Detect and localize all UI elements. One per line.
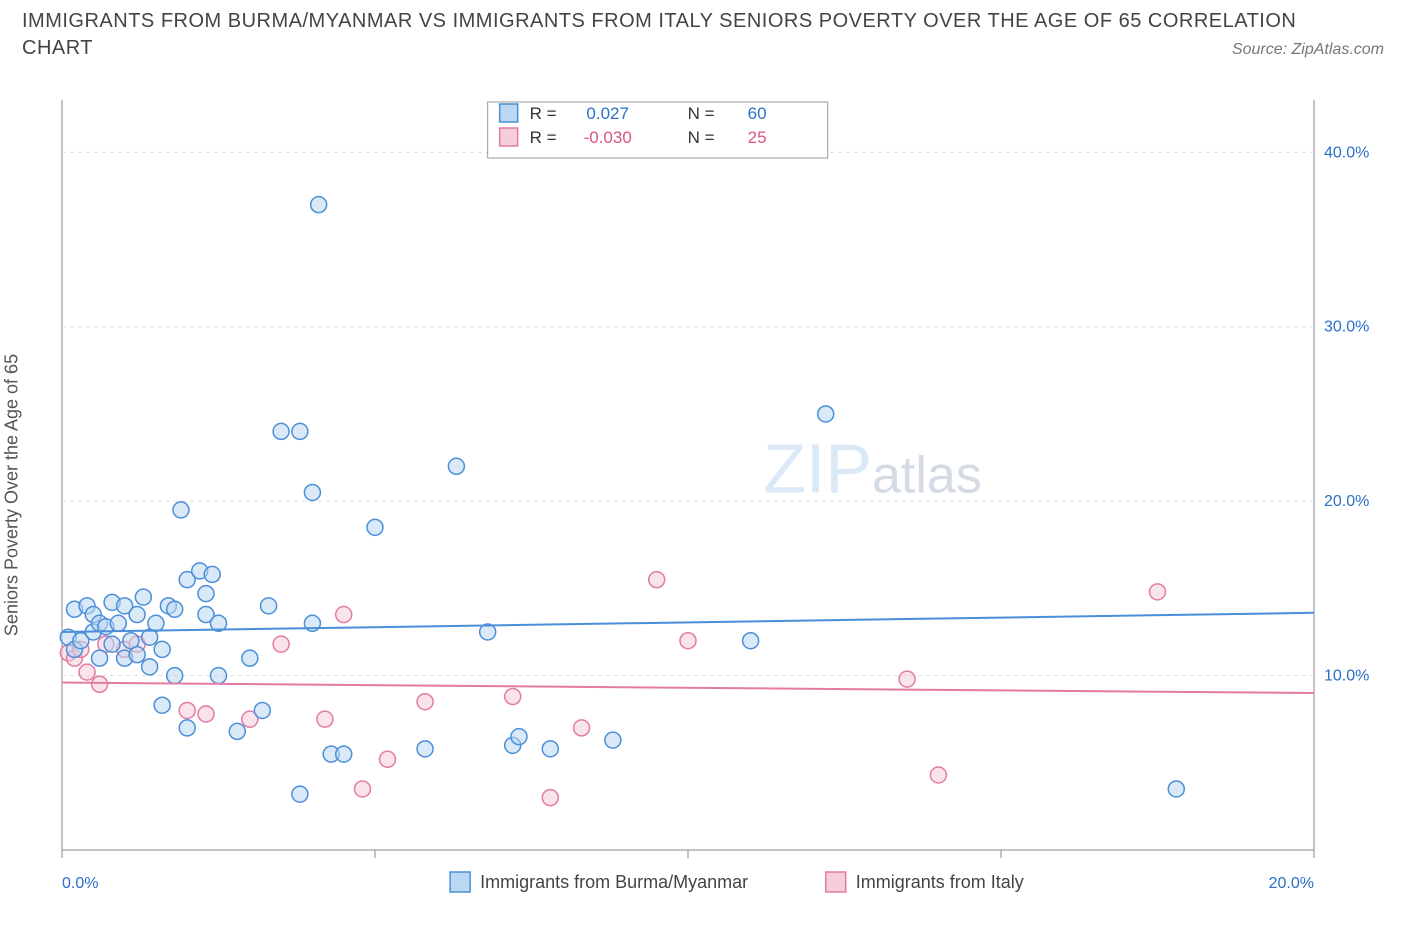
point-burma (304, 484, 320, 500)
point-burma (135, 589, 151, 605)
trend-line-italy (62, 683, 1314, 693)
y-tick-label: 30.0% (1324, 319, 1369, 336)
point-italy (380, 751, 396, 767)
point-burma (242, 650, 258, 666)
point-burma (173, 502, 189, 518)
y-tick-label: 10.0% (1324, 668, 1369, 685)
point-burma (254, 702, 270, 718)
point-italy (649, 572, 665, 588)
point-italy (680, 633, 696, 649)
legend-r-value: -0.030 (584, 128, 632, 147)
point-italy (1150, 584, 1166, 600)
point-burma (818, 406, 834, 422)
legend-n-label: N = (688, 128, 715, 147)
point-burma (448, 458, 464, 474)
point-burma (167, 668, 183, 684)
point-italy (899, 671, 915, 687)
trend-line-burma (62, 613, 1314, 632)
point-burma (417, 741, 433, 757)
point-burma (148, 615, 164, 631)
scatter-chart: 10.0% 20.0% 30.0% 40.0% 0.0% 20.0% ZIPatlas R =… (22, 90, 1384, 900)
point-italy (317, 711, 333, 727)
y-axis-label: Seniors Poverty Over the Age of 65 (2, 354, 23, 636)
point-burma (110, 615, 126, 631)
source-label: Source: ZipAtlas.com (1232, 41, 1384, 59)
point-burma (367, 519, 383, 535)
y-tick-label: 40.0% (1324, 144, 1369, 161)
point-burma (336, 746, 352, 762)
point-italy (273, 636, 289, 652)
point-burma (179, 720, 195, 736)
point-burma (154, 697, 170, 713)
legend-r-label: R = (530, 128, 557, 147)
point-burma (154, 641, 170, 657)
point-burma (229, 723, 245, 739)
point-burma (311, 197, 327, 213)
point-italy (179, 702, 195, 718)
bottom-legend-label-burma: Immigrants from Burma/Myanmar (480, 872, 748, 892)
point-burma (511, 729, 527, 745)
point-burma (542, 741, 558, 757)
point-burma (92, 650, 108, 666)
point-italy (542, 790, 558, 806)
point-burma (743, 633, 759, 649)
chart-title-line2: CHART (22, 37, 93, 60)
legend-swatch (500, 128, 518, 146)
point-italy (92, 676, 108, 692)
point-burma (129, 647, 145, 663)
watermark: ZIPatlas (763, 429, 982, 507)
point-italy (198, 706, 214, 722)
legend-swatch (500, 104, 518, 122)
legend-r-value: 0.027 (586, 104, 629, 123)
point-italy (505, 689, 521, 705)
legend-n-value: 25 (748, 128, 767, 147)
bottom-legend-swatch-burma (450, 872, 470, 892)
point-italy (336, 607, 352, 623)
y-tick-label: 20.0% (1324, 493, 1369, 510)
point-burma (142, 659, 158, 675)
legend-r-label: R = (530, 104, 557, 123)
point-italy (417, 694, 433, 710)
point-burma (292, 786, 308, 802)
plot-area: Seniors Poverty Over the Age of 65 10.0%… (22, 90, 1384, 900)
legend-n-value: 60 (748, 104, 767, 123)
point-burma (104, 636, 120, 652)
point-burma (292, 423, 308, 439)
bottom-legend-label-italy: Immigrants from Italy (856, 872, 1024, 892)
point-burma (605, 732, 621, 748)
point-burma (1168, 781, 1184, 797)
point-burma (129, 607, 145, 623)
point-burma (198, 586, 214, 602)
point-burma (261, 598, 277, 614)
x-tick-label: 20.0% (1269, 875, 1314, 892)
chart-title-line1: IMMIGRANTS FROM BURMA/MYANMAR VS IMMIGRA… (22, 10, 1296, 32)
point-italy (930, 767, 946, 783)
point-burma (273, 423, 289, 439)
point-italy (79, 664, 95, 680)
bottom-legend-swatch-italy (826, 872, 846, 892)
legend-n-label: N = (688, 104, 715, 123)
point-burma (211, 668, 227, 684)
x-tick-label: 0.0% (62, 875, 98, 892)
point-burma (204, 566, 220, 582)
point-italy (354, 781, 370, 797)
point-burma (167, 601, 183, 617)
point-italy (574, 720, 590, 736)
